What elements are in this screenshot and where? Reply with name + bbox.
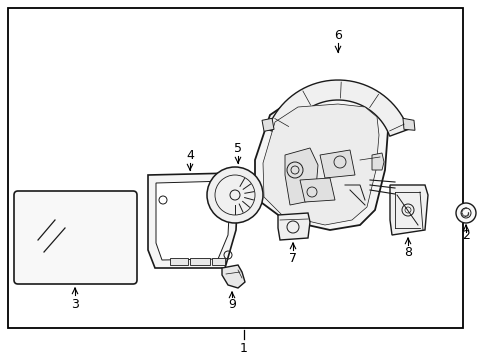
Circle shape <box>461 213 462 214</box>
Polygon shape <box>222 265 244 288</box>
Polygon shape <box>156 181 229 260</box>
FancyBboxPatch shape <box>14 191 137 284</box>
Polygon shape <box>262 118 273 131</box>
Polygon shape <box>170 258 187 265</box>
Text: 6: 6 <box>333 28 341 41</box>
Bar <box>8 8 462 328</box>
Polygon shape <box>212 258 224 265</box>
Polygon shape <box>371 153 383 170</box>
Polygon shape <box>389 185 427 235</box>
Polygon shape <box>285 148 317 205</box>
Circle shape <box>455 203 475 223</box>
Polygon shape <box>148 173 238 268</box>
Circle shape <box>467 212 468 213</box>
Circle shape <box>206 167 263 223</box>
Polygon shape <box>319 150 354 178</box>
Polygon shape <box>190 258 209 265</box>
Text: 4: 4 <box>185 149 194 162</box>
Polygon shape <box>278 213 309 240</box>
Polygon shape <box>263 104 378 225</box>
Circle shape <box>465 208 466 209</box>
Circle shape <box>464 216 465 217</box>
Text: 2: 2 <box>461 229 469 242</box>
Text: 5: 5 <box>234 141 242 154</box>
Circle shape <box>461 215 462 216</box>
Polygon shape <box>254 95 387 230</box>
Text: 1: 1 <box>240 342 247 355</box>
Circle shape <box>467 215 468 216</box>
Circle shape <box>467 213 468 215</box>
Circle shape <box>461 211 462 212</box>
Polygon shape <box>267 80 407 136</box>
Text: 8: 8 <box>403 247 411 260</box>
Circle shape <box>461 210 462 211</box>
Text: 7: 7 <box>288 252 296 265</box>
Polygon shape <box>402 118 414 130</box>
Text: 3: 3 <box>71 298 79 311</box>
Text: 9: 9 <box>227 298 235 311</box>
Circle shape <box>463 208 464 209</box>
Polygon shape <box>299 178 334 202</box>
